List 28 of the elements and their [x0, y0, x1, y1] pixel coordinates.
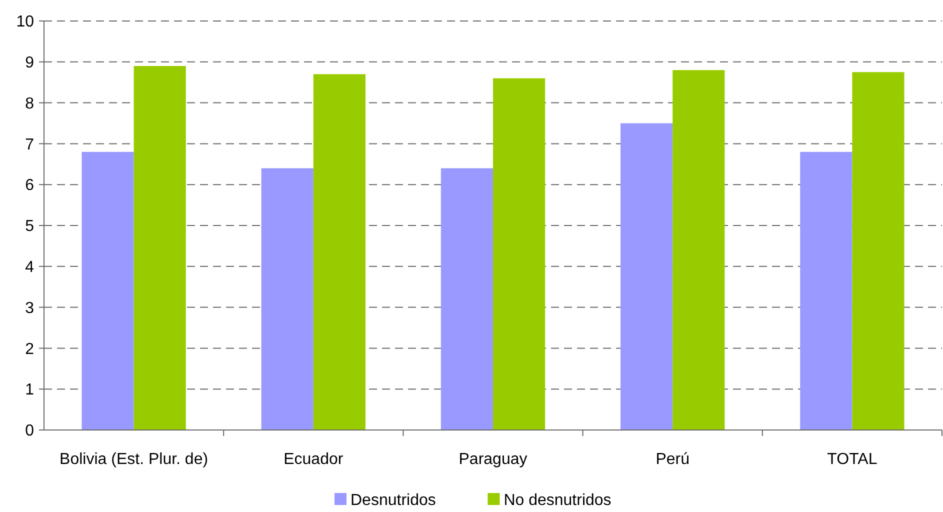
bar	[313, 74, 366, 430]
y-tick-label: 5	[25, 218, 34, 236]
bar	[672, 70, 725, 430]
bar	[800, 152, 852, 430]
y-tick-label: 9	[25, 54, 34, 72]
x-tick-label: Ecuador	[284, 451, 344, 468]
bar	[620, 123, 673, 430]
y-tick-label: 0	[25, 422, 34, 440]
x-tick-label: Bolivia (Est. Plur. de)	[60, 451, 208, 468]
bar	[82, 152, 134, 430]
y-tick-label: 4	[25, 259, 34, 276]
y-tick-label: 3	[25, 300, 34, 317]
bar	[852, 72, 904, 430]
y-tick-label: 6	[25, 177, 34, 194]
legend-label: Desnutridos	[350, 492, 436, 509]
bar	[440, 168, 493, 430]
y-tick-label: 8	[25, 95, 34, 112]
bar	[493, 78, 546, 430]
y-tick-label: 7	[25, 136, 34, 154]
y-tick-label: 2	[25, 340, 34, 358]
bar	[134, 66, 186, 430]
x-tick-label: TOTAL	[827, 451, 878, 468]
y-tick-label: 1	[25, 382, 34, 399]
y-tick-label: 10	[16, 14, 34, 31]
x-tick-label: Perú	[656, 451, 690, 468]
bar	[261, 168, 314, 430]
x-tick-label: Paraguay	[458, 451, 528, 468]
legend-label: No desnutridos	[504, 492, 612, 509]
